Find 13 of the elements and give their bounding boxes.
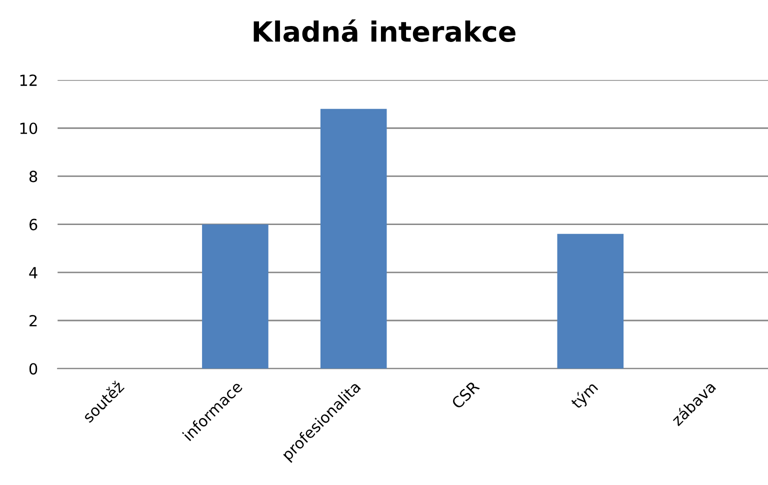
y-tick-label: 4 [29,267,38,278]
bar [557,234,624,369]
y-tick-label: 12 [20,74,37,86]
y-tick-label: 6 [30,218,38,230]
x-tick-label: CSR [450,380,480,410]
y-tick-label: 8 [29,170,38,182]
bar [320,108,387,369]
bar [202,224,268,369]
y-tick-label: 0 [29,363,38,375]
y-tick-label: 10 [20,122,38,134]
chart-title: Kladná interakce [254,19,516,42]
x-tick-label: tým [570,380,600,412]
y-tick-label: 2 [30,314,37,326]
